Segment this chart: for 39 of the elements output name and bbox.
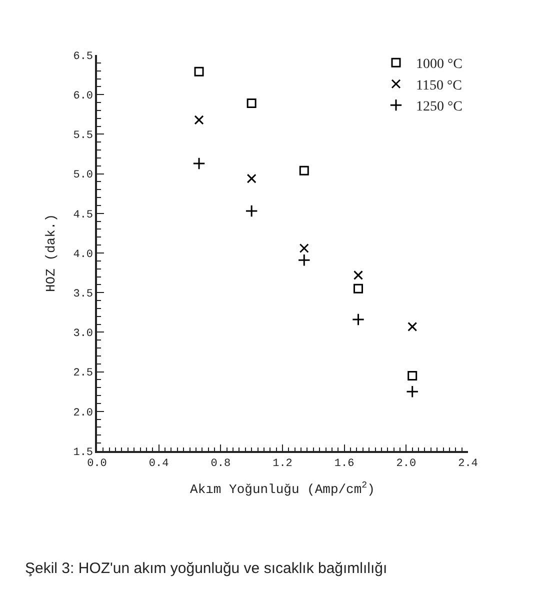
y-tick-label: 3.0 [73, 328, 94, 340]
y-tick-label: 5.0 [73, 170, 94, 182]
x-tick-label: 0.4 [148, 458, 170, 470]
x-axis-title: Akım Yoğunluğu (Amp/cm$^{2}$) [190, 480, 375, 498]
point [352, 313, 365, 326]
x-tick-label: 0.0 [87, 458, 107, 470]
point [194, 66, 204, 76]
y-axis-title: HOZ (dak.) [44, 214, 59, 292]
x-tick-label: 0.8 [210, 458, 231, 470]
y-tick-label: 4.0 [73, 248, 94, 261]
x-tick-label: 2.0 [396, 458, 416, 470]
point [246, 174, 256, 184]
point [194, 115, 204, 125]
point [408, 322, 418, 332]
x-tick-label: 1.6 [334, 458, 354, 470]
point [406, 385, 419, 398]
y-tick-label: 4.5 [73, 209, 94, 222]
legend-label: 1150 °C [416, 78, 462, 94]
y-tick-label: 6.5 [73, 50, 94, 63]
x-tick-label: 1.2 [272, 458, 292, 470]
point [298, 254, 310, 266]
point [246, 98, 256, 108]
text: Şekil 3: HOZ'un akım yoğunluğu ve sıcaklık bağımlılığı [25, 560, 388, 577]
x-tick-label: 2.4 [458, 458, 478, 470]
y-tick-label: 3.5 [73, 288, 94, 300]
point [354, 270, 363, 280]
point [299, 244, 309, 253]
point [192, 157, 206, 170]
y-tick-label: 2.0 [73, 407, 94, 420]
point [408, 371, 418, 381]
y-tick-label: 2.5 [73, 368, 94, 380]
y-tick-label: 1.5 [73, 446, 94, 459]
point [299, 166, 309, 176]
y-tick-label: 5.5 [73, 130, 94, 142]
legend-label: 1000 °C [416, 57, 462, 72]
point [245, 204, 258, 218]
legend-label: 1250 °C [416, 100, 462, 115]
y-tick-label: 6.0 [73, 90, 94, 102]
point [354, 284, 363, 294]
